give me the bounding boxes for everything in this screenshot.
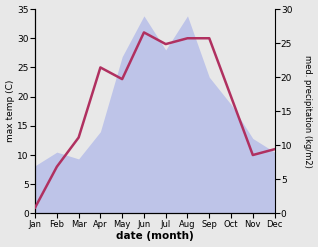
X-axis label: date (month): date (month) (116, 231, 194, 242)
Y-axis label: med. precipitation (kg/m2): med. precipitation (kg/m2) (303, 55, 313, 168)
Y-axis label: max temp (C): max temp (C) (5, 80, 15, 143)
